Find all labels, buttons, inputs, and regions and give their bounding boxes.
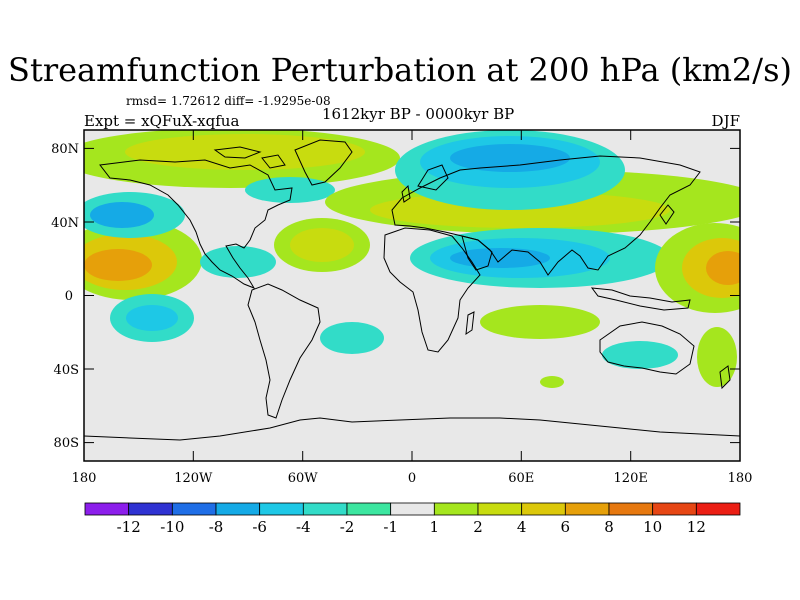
- colorbar-label: 4: [517, 518, 527, 536]
- coastlines: [84, 139, 740, 441]
- coast-greenland: [294, 139, 353, 186]
- coast-antarctica: [84, 417, 740, 441]
- colorbar-swatch: [390, 502, 435, 516]
- sw-pacific-positive: [697, 327, 737, 387]
- colorbar-label: 6: [561, 518, 571, 536]
- n-atlantic-positive-core: [290, 228, 354, 262]
- coast-japan: [659, 204, 675, 225]
- lat-tick-40n: 40N: [51, 216, 740, 231]
- colorbar-swatch: [259, 502, 304, 516]
- coast-north-america: [99, 159, 293, 290]
- lon-tick-0: 0: [408, 130, 416, 486]
- colorbar-swatch: [84, 502, 130, 516]
- coast-africa: [383, 227, 481, 353]
- coast-new-zealand: [719, 365, 731, 390]
- indian-ocean-positive: [480, 305, 600, 339]
- colorbar-swatch: [652, 502, 697, 516]
- colorbar-swatch: [171, 502, 217, 516]
- season-label: DJF: [711, 112, 740, 130]
- lon-axis: 180 120W 60W 0 60E 120E 180: [72, 130, 753, 486]
- stats-text: rmsd= 1.72612 diff= -1.9295e-08: [126, 94, 331, 108]
- lat-tick-80s: 80S: [54, 436, 740, 451]
- colorbar-label: -12: [117, 518, 141, 536]
- lat-axis: 80N 40N 0 40S 80S: [51, 142, 740, 451]
- experiment-label: Expt = xQFuX-xqfua: [84, 112, 240, 130]
- colorbar-label: -1: [383, 518, 398, 536]
- eurasia-arctic-negative-core: [450, 144, 570, 172]
- lon-label-60e: 60E: [508, 471, 534, 486]
- lat-tick-40s: 40S: [54, 363, 740, 378]
- coast-arctic-islands: [213, 146, 286, 169]
- lon-tick-180e: 180: [728, 471, 753, 486]
- lat-label-40s: 40S: [54, 363, 79, 378]
- anomaly-field: [84, 130, 740, 388]
- lon-label-180e: 180: [728, 471, 753, 486]
- lat-tick-equator: 0: [65, 289, 740, 304]
- colorbar-swatch: [695, 502, 741, 516]
- colorbar-swatch: [433, 502, 479, 516]
- lat-label-80n: 80N: [51, 142, 79, 157]
- colorbar-label: 12: [687, 518, 706, 536]
- colorbar-swatch: [302, 502, 348, 516]
- colorbar-label: 8: [604, 518, 614, 536]
- lat-label-40n: 40N: [51, 216, 79, 231]
- lon-label-60w: 60W: [288, 471, 319, 486]
- colorbar-label: 10: [643, 518, 662, 536]
- colorbar-label: -10: [160, 518, 184, 536]
- lat-label-80s: 80S: [54, 436, 79, 451]
- lon-tick-120e: 120E: [614, 130, 648, 486]
- lon-label-120w: 120W: [174, 471, 213, 486]
- n-pacific-negative-core: [90, 202, 154, 228]
- lon-tick-60w: 60W: [288, 130, 319, 486]
- colorbar-swatch: [346, 502, 392, 516]
- colorbar-label: -4: [296, 518, 311, 536]
- colorbar-label: -8: [209, 518, 224, 536]
- lon-label-180w: 180: [72, 471, 97, 486]
- coast-uk: [401, 184, 411, 203]
- colorbar-swatch: [564, 502, 610, 516]
- colorbar-swatch: [477, 502, 523, 516]
- colorbar-swatch: [128, 502, 173, 516]
- colorbar-label: 2: [473, 518, 483, 536]
- colorbar-label: -6: [252, 518, 267, 536]
- w-pacific-positive-core: [706, 251, 740, 285]
- colorbar-swatch: [608, 502, 654, 516]
- colorbar-label: -2: [340, 518, 355, 536]
- lon-tick-120w: 120W: [174, 130, 213, 486]
- colorbar-swatch: [215, 502, 261, 516]
- caribbean-negative: [200, 246, 276, 278]
- coast-south-america: [247, 283, 321, 419]
- colorbar-swatch: [521, 502, 566, 516]
- lat-label-equator: 0: [65, 289, 73, 304]
- map-title: Streamfunction Perturbation at 200 hPa (…: [8, 51, 792, 89]
- greenland-negative: [245, 177, 335, 203]
- s-atlantic-negative: [320, 322, 384, 354]
- lon-label-0: 0: [408, 471, 416, 486]
- ne-pacific-positive-core: [84, 249, 152, 281]
- lon-tick-180w: 180: [72, 471, 97, 486]
- coast-australia: [599, 321, 695, 375]
- colorbar-label: 1: [430, 518, 440, 536]
- subtropical-negative-core: [450, 248, 550, 268]
- arctic-america-positive-core: [125, 134, 365, 170]
- s-pacific-negative-core: [126, 305, 178, 331]
- period-label: 1612kyr BP - 0000kyr BP: [322, 105, 515, 123]
- lon-label-120e: 120E: [614, 471, 648, 486]
- southern-ocean-positive: [540, 376, 564, 388]
- coast-arabia: [461, 235, 493, 271]
- coast-indonesia: [590, 287, 691, 311]
- coast-scandinavia: [417, 164, 449, 191]
- coast-madagascar: [465, 311, 475, 336]
- lon-tick-60e: 60E: [508, 130, 534, 486]
- lat-tick-80n: 80N: [51, 142, 740, 157]
- colorbar: -12 -10 -8 -6 -4 -2 -1 1 2 4 6 8 10 12: [84, 502, 741, 536]
- australia-negative: [602, 341, 678, 369]
